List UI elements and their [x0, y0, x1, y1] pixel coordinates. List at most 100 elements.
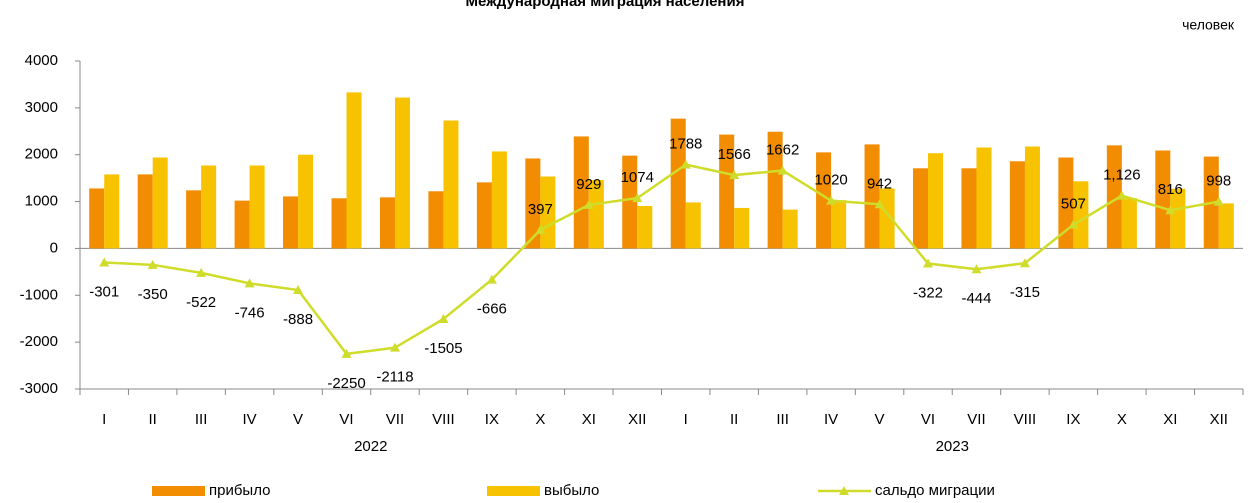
x-tick-label: VII [967, 411, 985, 428]
data-label: -666 [477, 301, 507, 318]
x-tick-label: VII [386, 411, 404, 428]
x-tick-label: II [730, 411, 738, 428]
y-tick-label: -3000 [20, 380, 58, 397]
bar [1155, 150, 1171, 249]
data-label: -746 [235, 304, 265, 321]
data-label: -522 [186, 294, 216, 311]
bar [104, 174, 120, 249]
x-tick-label: V [293, 411, 303, 428]
x-tick-label: IX [485, 411, 499, 428]
bar [816, 152, 832, 249]
bar [428, 191, 444, 249]
chart-title: Международная миграция населения [466, 0, 745, 10]
bar [961, 168, 977, 249]
data-label: 1788 [669, 136, 702, 153]
bar [186, 190, 202, 249]
x-tick-label: XI [1163, 411, 1177, 428]
x-tick-label: I [684, 411, 688, 428]
bar [637, 205, 653, 249]
bar [685, 202, 701, 249]
marker [389, 342, 400, 352]
marker [1116, 190, 1127, 200]
x-tick-label: III [776, 411, 789, 428]
bar [476, 182, 492, 249]
legend-swatch [487, 486, 540, 496]
bar [331, 198, 347, 249]
y-tick-label: 4000 [25, 52, 58, 69]
y-tick-label: 3000 [25, 99, 58, 116]
bar [298, 154, 314, 249]
data-label: 929 [576, 176, 601, 193]
x-tick-label: II [149, 411, 157, 428]
marker [826, 195, 837, 205]
bar [864, 144, 880, 249]
group-label: 2022 [354, 438, 387, 455]
x-tick-label: X [535, 411, 545, 428]
bar [1121, 198, 1137, 249]
y-tick-label: 1000 [25, 193, 58, 210]
marker [147, 259, 158, 269]
data-label: 816 [1158, 181, 1183, 198]
bar [622, 155, 638, 249]
y-tick-label: 2000 [25, 146, 58, 163]
bar [912, 168, 929, 249]
marker [99, 257, 110, 267]
marker [923, 258, 934, 268]
data-label: 942 [867, 175, 892, 192]
marker [293, 285, 304, 295]
marker [874, 199, 885, 209]
x-tick-label: XII [628, 411, 646, 428]
legend-label: сальдо миграции [875, 482, 995, 499]
marker [971, 264, 982, 274]
marker [1213, 196, 1224, 206]
bar [719, 134, 735, 249]
group-label: 2023 [936, 438, 969, 455]
legend-label: прибыло [209, 482, 270, 499]
bar [782, 209, 798, 249]
marker [486, 274, 497, 284]
bar [201, 165, 217, 249]
bar [670, 118, 686, 249]
marker [777, 165, 788, 175]
data-label: -444 [961, 290, 991, 307]
x-tick-label: IV [824, 411, 838, 428]
bar [89, 188, 105, 249]
bar [588, 180, 604, 249]
bar [879, 188, 895, 249]
data-label: 1566 [718, 146, 751, 163]
data-label: -888 [283, 311, 313, 328]
bar [443, 120, 459, 249]
marker [1165, 205, 1176, 215]
bar [767, 131, 783, 249]
line [104, 163, 1219, 356]
bar [1009, 161, 1025, 249]
bar [394, 97, 411, 249]
y-tick-label: -2000 [20, 333, 58, 350]
bar [1058, 157, 1074, 249]
x-tick-label: X [1117, 411, 1127, 428]
data-label: 1074 [621, 169, 654, 186]
x-tick-label: I [102, 411, 106, 428]
unit-label: человек [1182, 17, 1235, 33]
y-tick-label: -1000 [20, 286, 58, 303]
marker [680, 159, 691, 169]
legend-label: выбыло [544, 482, 599, 499]
marker [729, 170, 740, 180]
x-tick-label: V [875, 411, 885, 428]
bar [1106, 145, 1122, 249]
bar [525, 158, 541, 249]
data-label: -315 [1010, 284, 1040, 301]
bar [976, 147, 992, 249]
data-label: -2118 [376, 369, 413, 386]
marker [1019, 258, 1030, 268]
data-label: -322 [913, 284, 943, 301]
x-tick-label: III [195, 411, 208, 428]
marker [1068, 219, 1079, 229]
x-tick-label: IV [243, 411, 257, 428]
legend-marker [839, 486, 849, 495]
bar [831, 200, 847, 249]
data-label: 1662 [766, 142, 799, 159]
x-tick-label: VIII [432, 411, 455, 428]
bar [1170, 188, 1186, 249]
